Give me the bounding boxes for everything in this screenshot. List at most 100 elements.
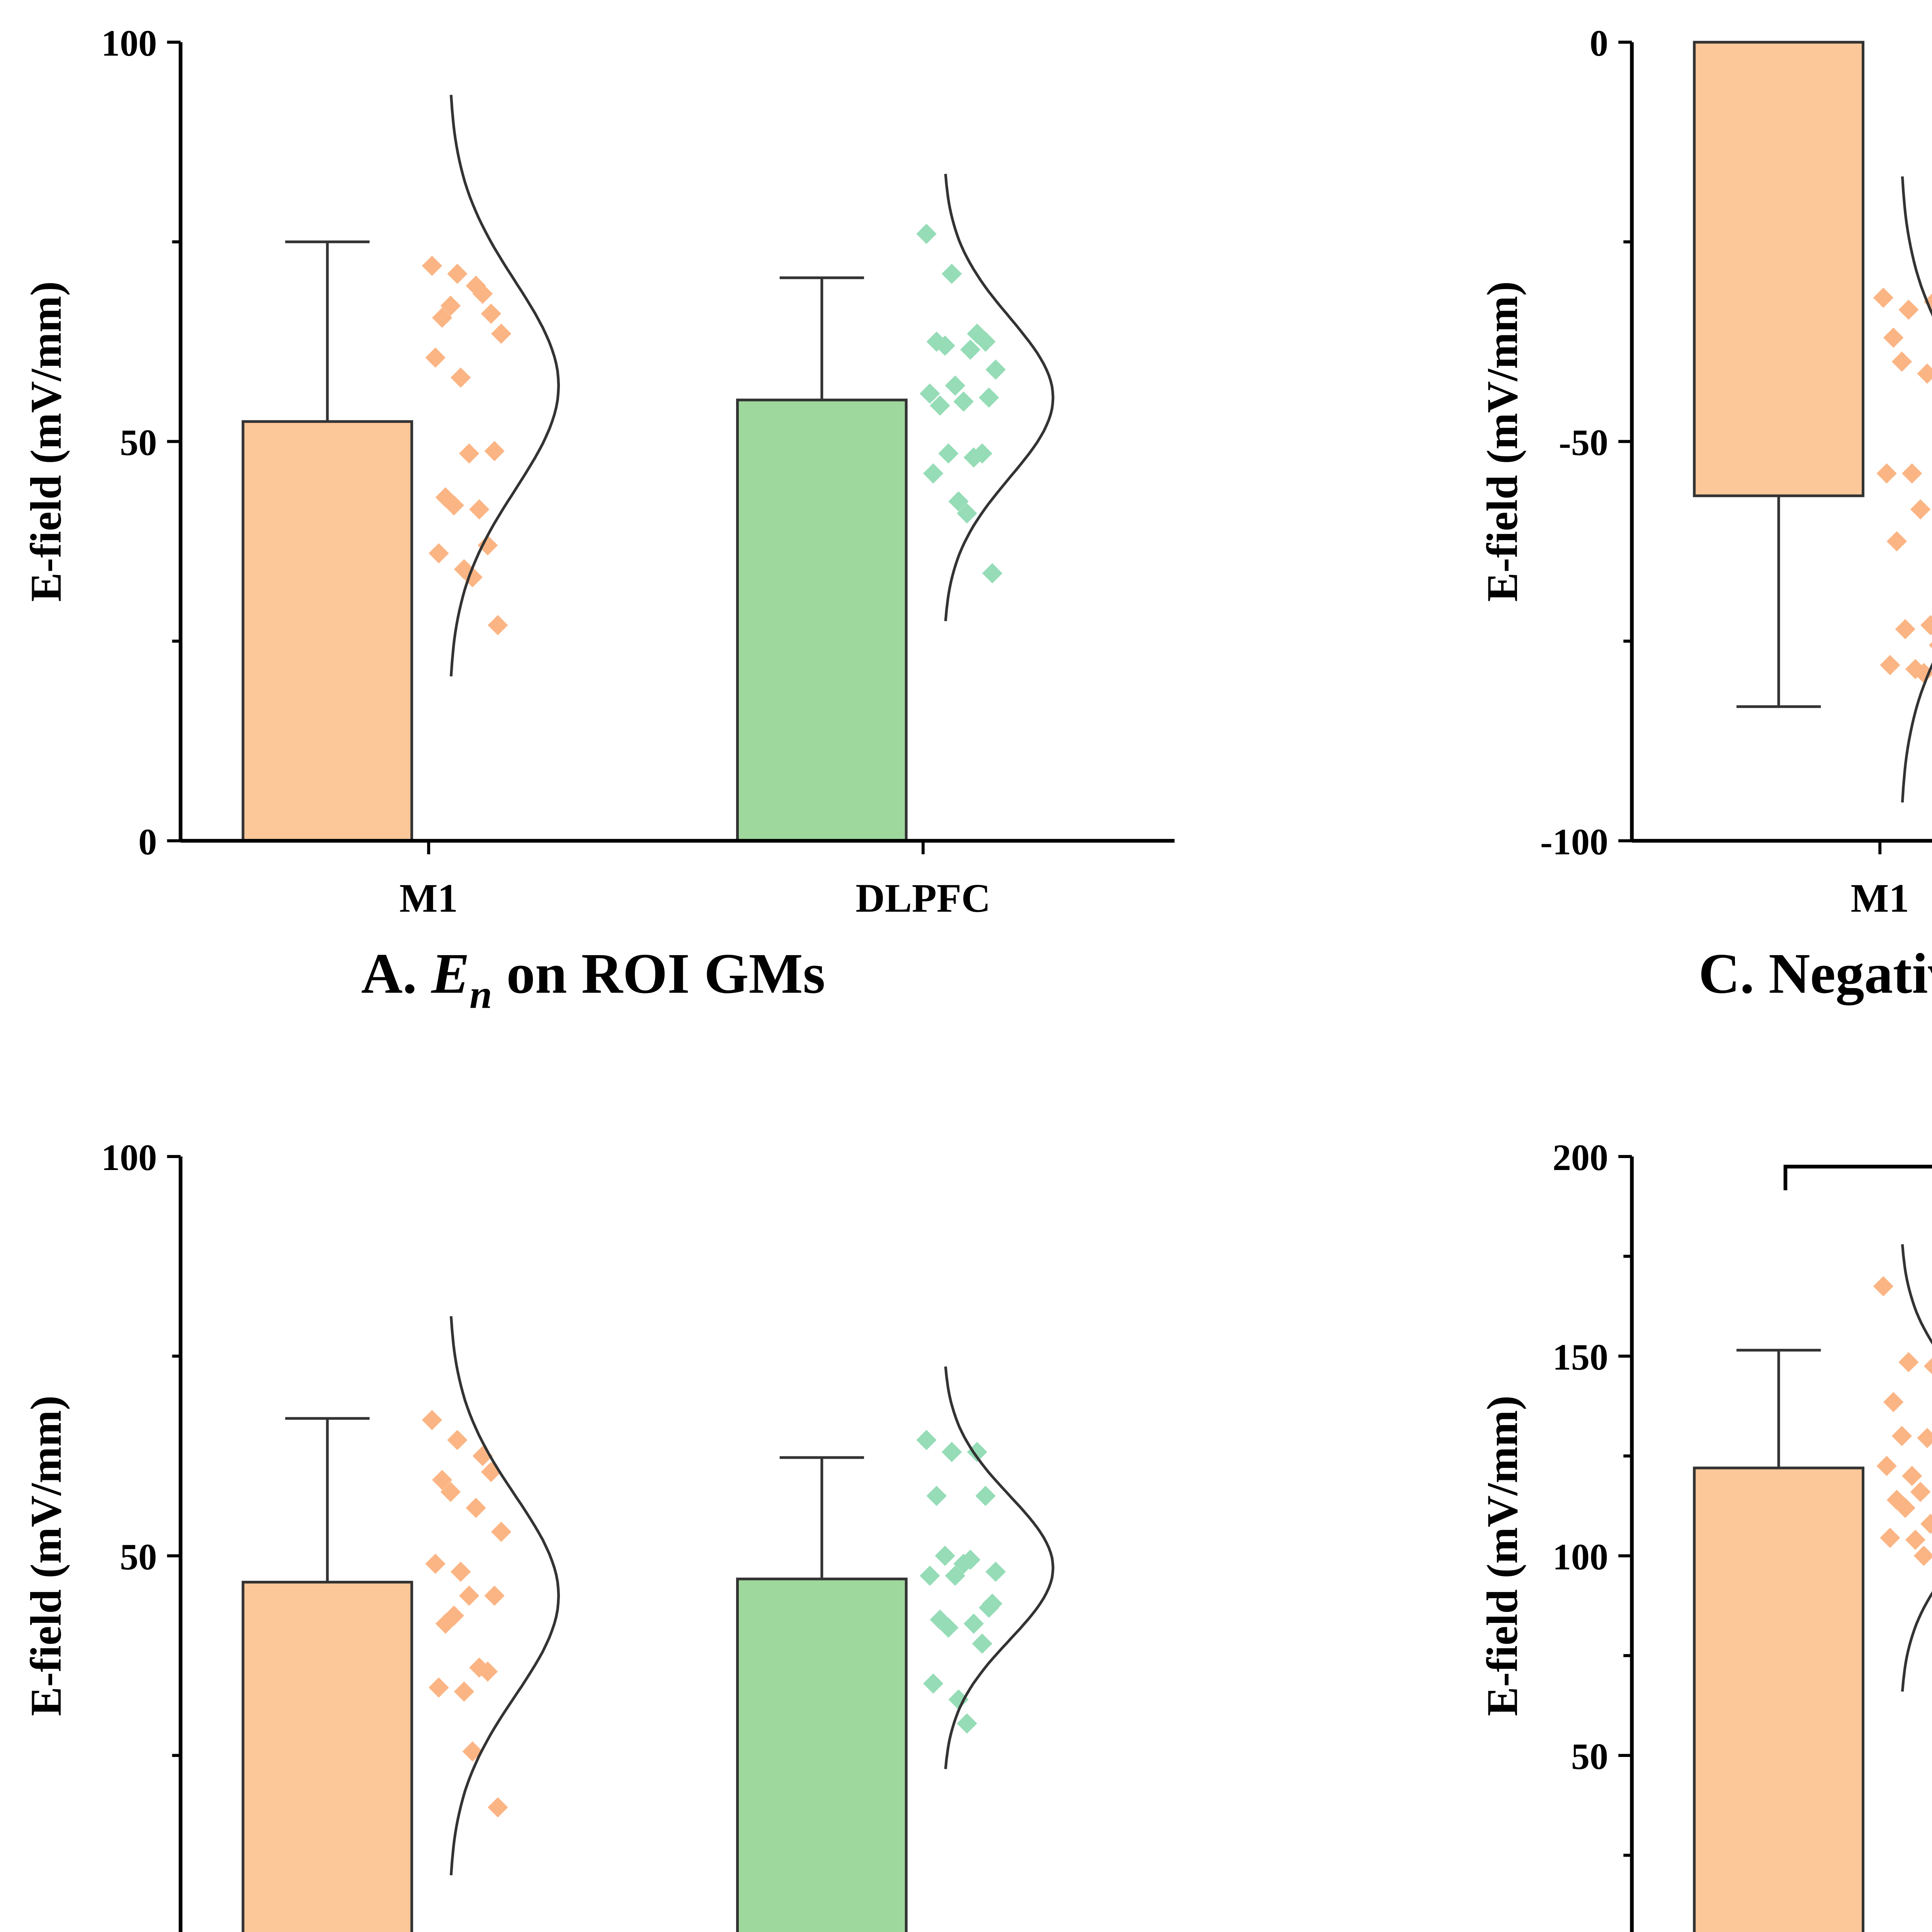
data-point: [982, 563, 1003, 583]
data-point: [425, 1553, 446, 1574]
data-point: [491, 1522, 512, 1542]
y-tick-label: 100: [101, 22, 157, 64]
data-point: [425, 347, 446, 368]
bar: [242, 420, 413, 842]
y-axis-label: E-field (mV/mm): [22, 281, 70, 602]
data-point: [1913, 1546, 1932, 1566]
data-point: [1910, 499, 1931, 520]
data-point: [1910, 1481, 1931, 1502]
data-point: [444, 1605, 464, 1626]
data-point: [941, 1442, 962, 1462]
data-point: [926, 1486, 947, 1506]
data-point: [491, 323, 512, 344]
panel-title: C. Negative En on ROI GMs: [1699, 942, 1932, 1017]
data-point: [440, 296, 461, 316]
panel-b: E-field (mV/mm)050100M1DLPFCB. Positive …: [22, 1137, 1054, 1932]
data-point: [466, 1498, 486, 1518]
bar: [242, 1581, 413, 1932]
data-point: [1880, 1527, 1900, 1548]
y-tick-label: 0: [1590, 22, 1608, 64]
data-point: [920, 383, 940, 404]
data-point: [422, 1410, 442, 1430]
data-point: [941, 264, 962, 284]
data-point: [1902, 1466, 1922, 1486]
data-point: [1873, 287, 1894, 308]
y-tick-label: 50: [1571, 1736, 1608, 1777]
data-point: [975, 1486, 996, 1506]
data-point: [484, 441, 505, 461]
series-m1: [242, 1316, 560, 1932]
y-tick-label: 100: [1553, 1536, 1608, 1577]
data-point: [945, 1565, 966, 1586]
data-point: [938, 443, 959, 464]
data-point: [979, 387, 999, 408]
data-point: [967, 1442, 987, 1462]
data-point: [488, 1797, 508, 1818]
data-point: [916, 224, 937, 244]
data-point: [477, 535, 498, 556]
bar: [736, 1577, 908, 1932]
bar: [1693, 1466, 1865, 1932]
bar: [1693, 41, 1865, 497]
data-point: [985, 1561, 1006, 1582]
x-tick-label: DLPFC: [855, 876, 990, 920]
y-tick-label: 50: [120, 422, 157, 463]
panel-a: E-field (mV/mm) 0 50 100 M1 DLPFC A. En on ROI…: [22, 22, 1175, 1017]
data-point: [985, 359, 1006, 380]
data-point: [957, 1713, 977, 1734]
series-dlpfc: [736, 173, 1054, 842]
y-axis-label: E-field (mV/mm): [1478, 1396, 1527, 1716]
distribution-curve: [449, 1316, 560, 1876]
x-tick-label: M1: [1851, 876, 1909, 920]
data-point: [1923, 1358, 1932, 1374]
data-point: [1898, 299, 1919, 320]
data-point: [459, 1585, 480, 1606]
series-m1: [1693, 41, 1932, 803]
data-point: [953, 1553, 974, 1574]
data-point: [1917, 1428, 1932, 1448]
data-point: [447, 264, 468, 284]
title-symbol: E: [430, 942, 469, 1005]
data-point: [484, 1585, 505, 1606]
data-point: [422, 255, 442, 276]
series-m1: [1693, 1244, 1932, 1932]
data-point: [429, 1677, 449, 1698]
data-point: [1898, 1352, 1919, 1372]
data-point: [960, 339, 981, 360]
data-point: [469, 499, 490, 520]
data-point: [920, 1565, 940, 1586]
data-point: [440, 1481, 461, 1502]
data-point: [1883, 327, 1904, 348]
data-point: [432, 308, 452, 328]
data-point: [1886, 531, 1907, 552]
distribution-curve: [449, 95, 560, 677]
distribution-curve: [1901, 176, 1932, 803]
data-point: [454, 1681, 474, 1702]
data-point: [1917, 363, 1932, 384]
y-tick-label: 150: [1553, 1337, 1608, 1378]
y-axis-label: E-field (mV/mm): [22, 1396, 70, 1716]
series-dlpfc: [736, 1366, 1054, 1932]
data-point: [982, 1594, 1003, 1614]
y-axis-label: E-field (mV/mm): [1478, 281, 1527, 602]
data-point: [429, 543, 449, 564]
title-suffix: on ROI GMs: [492, 942, 825, 1005]
data-point: [923, 463, 944, 484]
y-tick-label: 0: [138, 821, 157, 862]
series-m1: [242, 95, 560, 842]
significance-bracket: [1783, 1165, 1932, 1190]
title-subscript: n: [469, 972, 492, 1017]
data-point: [488, 615, 508, 636]
title-prefix: C. Negative: [1699, 942, 1932, 1005]
data-point: [1883, 1392, 1904, 1412]
data-point: [459, 443, 480, 464]
data-point: [916, 1430, 937, 1450]
data-point: [972, 443, 992, 464]
data-point: [963, 1613, 984, 1634]
data-point: [1880, 655, 1900, 675]
panel-d: E-field (mV/mm)050100150200M1DLPFCD. Et …: [1478, 1137, 1932, 1932]
title-prefix: A.: [361, 942, 431, 1005]
data-point: [923, 1673, 944, 1694]
y-tick-label: 50: [120, 1536, 157, 1577]
data-point: [1873, 1276, 1894, 1297]
